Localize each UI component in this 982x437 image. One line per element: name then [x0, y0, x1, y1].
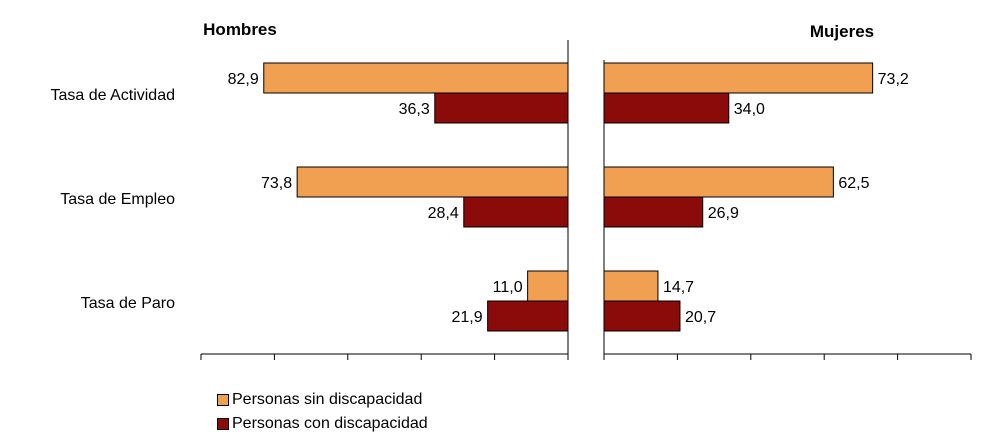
- data-label-hombres-tasa-de-empleo-s1: 28,4: [428, 205, 459, 222]
- category-label-tasa-de-empleo: Tasa de Empleo: [60, 191, 175, 208]
- category-label-tasa-de-actividad: Tasa de Actividad: [50, 87, 175, 104]
- bar-hombres-tasa-de-empleo-s1: [463, 196, 569, 228]
- legend: Personas sin discapacidad Personas con d…: [217, 388, 428, 436]
- data-label-mujeres-tasa-de-paro-s0: 14,7: [663, 279, 694, 296]
- data-label-mujeres-tasa-de-empleo-s1: 26,9: [708, 205, 739, 222]
- panel-title-mujeres: Mujeres: [810, 22, 874, 41]
- bar-hombres-tasa-de-paro-s1: [487, 300, 569, 332]
- data-label-hombres-tasa-de-actividad-s0: 82,9: [228, 71, 259, 88]
- legend-label-sin-discapacidad: Personas sin discapacidad: [232, 391, 423, 408]
- legend-item-con-discapacidad: Personas con discapacidad: [217, 412, 428, 436]
- data-label-mujeres-tasa-de-actividad-s1: 34,0: [734, 101, 765, 118]
- data-label-mujeres-tasa-de-actividad-s0: 73,2: [878, 71, 909, 88]
- bar-mujeres-tasa-de-empleo-s1: [603, 196, 704, 228]
- bar-mujeres-tasa-de-empleo-s0: [603, 166, 834, 198]
- data-label-hombres-tasa-de-empleo-s0: 73,8: [261, 175, 292, 192]
- bar-mujeres-tasa-de-paro-s1: [603, 300, 681, 332]
- category-label-tasa-de-paro: Tasa de Paro: [81, 295, 175, 312]
- data-label-mujeres-tasa-de-empleo-s0: 62,5: [838, 175, 869, 192]
- legend-label-con-discapacidad: Personas con discapacidad: [232, 415, 428, 432]
- bar-mujeres-tasa-de-paro-s0: [603, 270, 659, 302]
- data-label-hombres-tasa-de-paro-s1: 21,9: [451, 309, 482, 326]
- bar-mujeres-tasa-de-actividad-s1: [603, 92, 730, 124]
- legend-swatch-sin-discapacidad: [217, 394, 229, 406]
- bar-hombres-tasa-de-actividad-s0: [263, 62, 569, 94]
- panel-title-hombres: Hombres: [203, 20, 277, 39]
- legend-item-sin-discapacidad: Personas sin discapacidad: [217, 388, 428, 412]
- bar-hombres-tasa-de-empleo-s0: [296, 166, 569, 198]
- data-label-hombres-tasa-de-actividad-s1: 36,3: [399, 101, 430, 118]
- bar-hombres-tasa-de-paro-s0: [527, 270, 569, 302]
- legend-swatch-con-discapacidad: [217, 418, 229, 430]
- data-label-hombres-tasa-de-paro-s0: 11,0: [493, 279, 523, 296]
- bar-mujeres-tasa-de-actividad-s0: [603, 62, 874, 94]
- data-label-mujeres-tasa-de-paro-s1: 20,7: [685, 309, 716, 326]
- bar-hombres-tasa-de-actividad-s1: [434, 92, 569, 124]
